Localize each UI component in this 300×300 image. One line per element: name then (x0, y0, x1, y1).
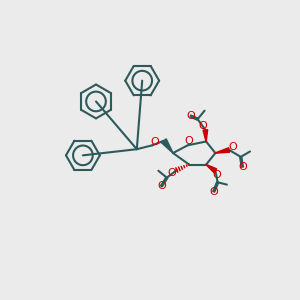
Text: O: O (229, 142, 237, 152)
Text: O: O (185, 136, 194, 146)
Text: O: O (150, 137, 159, 147)
Polygon shape (203, 130, 208, 142)
Text: O: O (209, 187, 218, 196)
Polygon shape (215, 148, 230, 153)
Text: O: O (157, 181, 166, 191)
Text: O: O (212, 169, 221, 180)
Polygon shape (206, 164, 217, 173)
Polygon shape (161, 139, 173, 153)
Text: O: O (168, 168, 177, 178)
Text: O: O (199, 121, 207, 131)
Text: O: O (238, 162, 247, 172)
Text: O: O (186, 111, 195, 121)
